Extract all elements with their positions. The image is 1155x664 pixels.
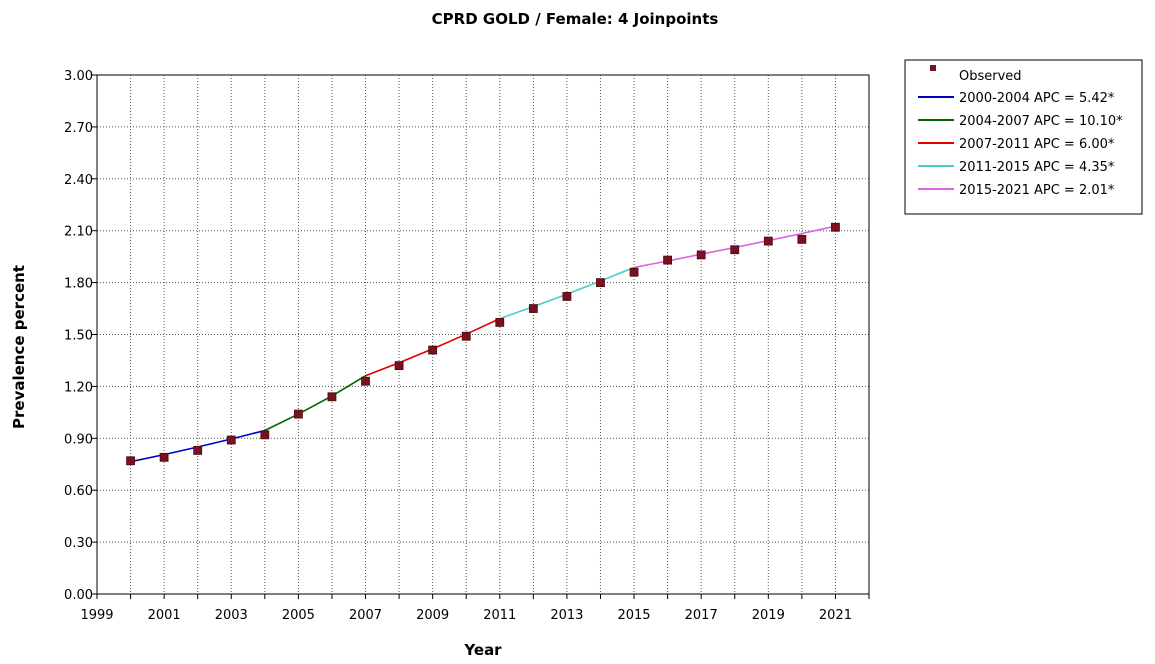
legend-label: 2015-2021 APC = 2.01* bbox=[959, 183, 1115, 198]
x-tick-label: 2005 bbox=[282, 608, 315, 623]
x-tick-label: 2013 bbox=[550, 608, 583, 623]
observed-point bbox=[831, 222, 840, 232]
x-axis-title: Year bbox=[463, 641, 502, 659]
observed-point bbox=[528, 304, 538, 313]
observed-point bbox=[327, 392, 337, 402]
y-tick-label: 1.80 bbox=[64, 277, 93, 292]
observed-point bbox=[562, 292, 572, 301]
y-tick-label: 2.70 bbox=[64, 121, 93, 136]
y-axis-ticks: 0.00 0.30 0.60 0.90 1.20 1.50 1.80 2.10 2.40 2.70… bbox=[64, 69, 97, 603]
y-tick-label: 0.00 bbox=[64, 588, 93, 603]
x-tick-label: 2011 bbox=[483, 608, 516, 623]
observed-point bbox=[193, 446, 203, 455]
observed-point bbox=[495, 317, 505, 327]
x-tick-label: 2015 bbox=[617, 608, 650, 623]
y-tick-label: 0.30 bbox=[64, 536, 93, 551]
y-axis-title: Prevalence percent bbox=[10, 265, 28, 429]
legend-marker-observed bbox=[930, 65, 936, 71]
x-tick-label: 2007 bbox=[349, 608, 382, 623]
x-tick-label: 2021 bbox=[819, 608, 852, 623]
observed-point bbox=[226, 435, 236, 445]
legend-label: 2004-2007 APC = 10.10* bbox=[959, 114, 1123, 129]
observed-point bbox=[461, 331, 471, 341]
plot-area-frame bbox=[96, 74, 870, 595]
x-tick-label: 2009 bbox=[416, 608, 449, 623]
y-tick-label: 1.20 bbox=[64, 380, 93, 395]
x-axis-ticks: 1999 2001 2003 2005 2007 2009 2011 2013 2015 2017… bbox=[80, 594, 870, 623]
series-line bbox=[264, 375, 366, 432]
observed-point bbox=[797, 234, 807, 244]
chart-title: CPRD GOLD / Female: 4 Joinpoints bbox=[432, 10, 719, 28]
x-tick-label: 2019 bbox=[752, 608, 785, 623]
observed-point bbox=[394, 361, 404, 371]
observed-point bbox=[293, 409, 303, 419]
observed-point bbox=[126, 456, 135, 466]
y-tick-label: 0.90 bbox=[64, 432, 93, 447]
x-tick-label: 2017 bbox=[685, 608, 718, 623]
legend-label: 2007-2011 APC = 6.00* bbox=[959, 137, 1115, 152]
y-tick-label: 1.50 bbox=[64, 329, 93, 344]
observed-point bbox=[159, 452, 169, 462]
legend-label: 2000-2004 APC = 5.42* bbox=[959, 91, 1115, 106]
y-tick-label: 3.00 bbox=[64, 69, 93, 84]
observed-points bbox=[126, 222, 840, 466]
legend-label: 2011-2015 APC = 4.35* bbox=[959, 160, 1115, 175]
observed-point bbox=[629, 267, 639, 277]
observed-point bbox=[361, 376, 370, 386]
y-tick-label: 2.10 bbox=[64, 225, 93, 240]
grid-lines bbox=[97, 75, 869, 594]
legend: Observed 2000-2004 APC = 5.42* 2004-2007 A… bbox=[904, 59, 1143, 215]
legend-label: Observed bbox=[959, 69, 1022, 84]
observed-point bbox=[260, 430, 270, 440]
observed-point bbox=[696, 250, 706, 260]
x-tick-label: 2003 bbox=[215, 608, 248, 623]
y-tick-label: 2.40 bbox=[64, 173, 93, 188]
x-tick-label: 2001 bbox=[148, 608, 181, 623]
observed-point bbox=[428, 345, 438, 355]
observed-point bbox=[730, 245, 740, 255]
trend-series bbox=[130, 225, 836, 463]
observed-point bbox=[663, 255, 673, 265]
observed-point bbox=[596, 278, 605, 288]
y-tick-label: 0.60 bbox=[64, 484, 93, 499]
x-tick-label: 1999 bbox=[80, 608, 113, 623]
observed-point bbox=[763, 236, 773, 246]
